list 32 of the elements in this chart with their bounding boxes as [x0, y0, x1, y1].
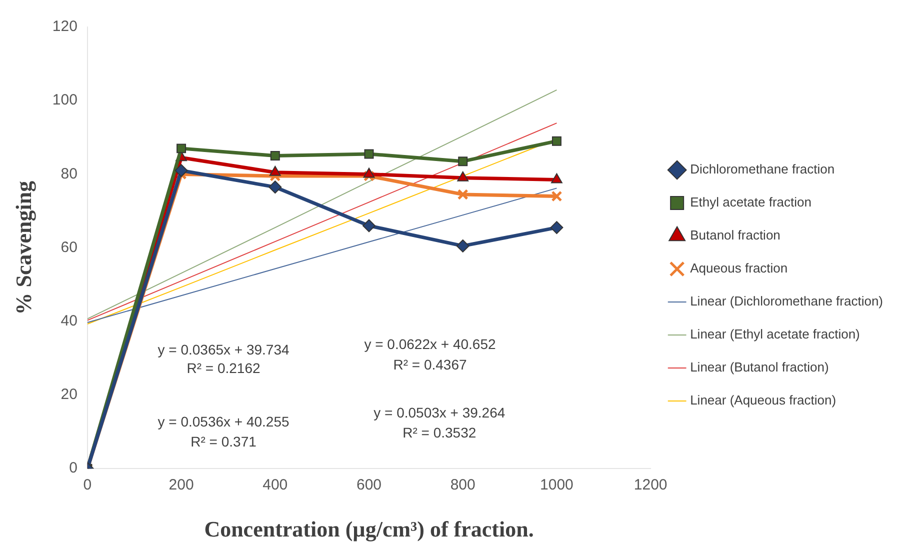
x-tick-label: 400 [262, 476, 288, 494]
annotation: y = 0.0503x + 39.264 [374, 404, 506, 420]
x-tick-label: 200 [168, 476, 194, 494]
x-tick-label: 0 [83, 476, 92, 494]
x-tick-label: 1000 [540, 476, 574, 494]
y-tick-label: 120 [52, 18, 78, 36]
x-tick-label: 1200 [634, 476, 668, 494]
legend-label: Aqueous fraction [690, 260, 788, 276]
annotation: R² = 0.4367 [393, 356, 467, 372]
y-tick-label: 100 [52, 92, 78, 109]
y-tick-label: 40 [60, 312, 78, 330]
legend-label: Linear (Dichloromethane fraction) [690, 294, 884, 309]
legend-label: Dichloromethane fraction [690, 162, 835, 177]
legend-label: Butanol fraction [690, 228, 780, 243]
y-tick-label: 60 [60, 238, 78, 256]
y-tick-label: 80 [60, 165, 78, 182]
annotation: y = 0.0622x + 40.652 [364, 336, 496, 352]
legend-label: Linear (Ethyl acetate fraction) [690, 326, 860, 342]
annotation: R² = 0.3532 [402, 424, 476, 440]
legend-label: Linear (Butanol fraction) [690, 360, 829, 375]
annotation: R² = 0.2162 [186, 360, 260, 376]
annotation: y = 0.0365x + 39.734 [158, 342, 290, 358]
x-tick-label: 600 [356, 476, 382, 494]
x-axis-title: Concentration (µg/cm³) of fraction. [204, 516, 534, 542]
x-tick-label: 800 [450, 476, 476, 494]
legend-label: Linear (Aqueous fraction) [690, 392, 836, 408]
legend-label: Ethyl acetate fraction [690, 194, 812, 210]
y-axis-title: % Scavenging [10, 180, 36, 315]
annotation: R² = 0.371 [190, 434, 257, 450]
y-tick-label: 20 [60, 386, 78, 404]
annotation: y = 0.0536x + 40.255 [158, 413, 290, 430]
y-tick-label: 0 [69, 460, 78, 477]
